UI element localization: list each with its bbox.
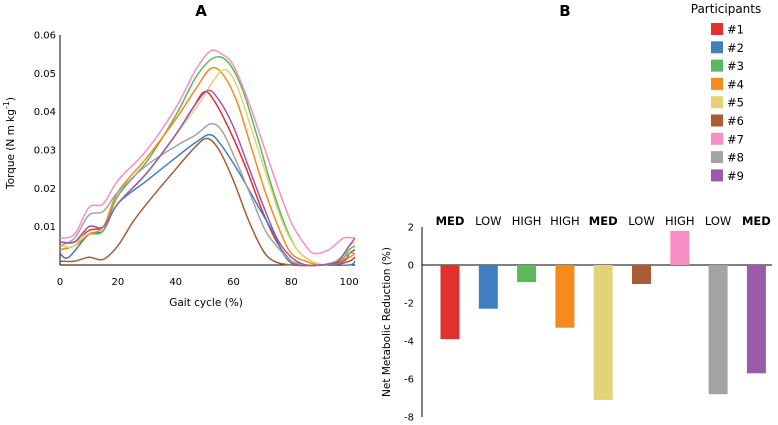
condition-label: LOW (705, 214, 731, 228)
series-line-p9 (59, 89, 356, 267)
bar-p3 (517, 265, 537, 283)
bar-p8 (708, 265, 728, 395)
legend-title: Participants (691, 2, 762, 16)
condition-label: MED (589, 214, 618, 228)
series-line-p1 (59, 90, 356, 267)
legend-swatch (711, 41, 723, 54)
legend-label: #9 (727, 169, 744, 183)
legend-swatch (711, 114, 723, 127)
legend-swatch (711, 151, 723, 164)
condition-label: LOW (628, 214, 654, 228)
y-tick-label: -2 (404, 299, 414, 310)
legend-items: #1 #2 #3 #4 #5 #6 #7 #8 #9 (711, 23, 744, 183)
y-tick-label: 0.01 (34, 222, 56, 233)
x-tick-label: 60 (227, 277, 240, 288)
legend-label: #4 (727, 77, 744, 91)
y-tick-label: 2 (408, 223, 414, 234)
bar-p2 (478, 265, 498, 309)
y-tick-label: 0.04 (34, 107, 56, 118)
y-tick-labels: 0.01 0.02 0.03 0.04 0.05 0.06 (34, 31, 56, 234)
y-tick-labels: 2 0 -2 -4 -6 -8 (404, 223, 414, 424)
legend-label: #1 (727, 23, 744, 37)
x-tick-label: 20 (111, 277, 124, 288)
y-axis-label: Net Metabolic Reduction (%) (381, 247, 393, 397)
legend-label: #8 (727, 151, 744, 165)
bar-p1 (440, 265, 460, 340)
condition-label: HIGH (512, 214, 542, 228)
series-line-p4 (59, 66, 356, 266)
x-tick-label: 80 (285, 277, 298, 288)
y-tick-label: -6 (404, 375, 414, 386)
y-tick-label: 0.06 (34, 31, 56, 42)
panel-b-label: B (559, 2, 570, 20)
bars (440, 230, 766, 400)
legend-label: #7 (727, 132, 744, 146)
y-tick-label: -4 (404, 337, 414, 348)
x-tick-label: 0 (57, 277, 63, 288)
condition-label: HIGH (550, 214, 580, 228)
series-line-p2 (59, 133, 356, 267)
legend-swatch (711, 23, 723, 35)
legend-swatch (711, 169, 723, 182)
legend-swatch (711, 132, 723, 145)
y-tick-label: 0 (408, 261, 414, 272)
bar-p4 (555, 265, 575, 328)
series-lines (59, 49, 356, 267)
x-tick-label: 40 (169, 277, 182, 288)
series-line-p3 (59, 55, 356, 266)
condition-label: MED (436, 214, 465, 228)
bar-p9 (746, 265, 766, 374)
legend-swatch (711, 59, 723, 72)
series-line-p8 (59, 123, 356, 267)
y-tick-label: -8 (404, 413, 414, 424)
legend-label: #6 (727, 114, 744, 128)
condition-label: MED (742, 214, 771, 228)
bar-p6 (632, 265, 651, 284)
legend-swatch (711, 77, 723, 90)
series-line-p5 (59, 68, 356, 266)
condition-labels: MED LOW HIGH HIGH MED LOW HIGH LOW MED (436, 214, 771, 228)
condition-label: LOW (475, 214, 501, 228)
panel-a-label: A (195, 2, 207, 20)
y-tick-label: 0.02 (34, 184, 56, 195)
legend-label: #5 (727, 96, 744, 110)
legend-label: #3 (727, 59, 744, 73)
condition-label: HIGH (665, 214, 695, 228)
bar-p5 (593, 265, 613, 400)
torque-line-chart: 0.01 0.02 0.03 0.04 0.05 0.06 0 20 40 60 80 100 Ga… (2, 31, 359, 310)
bar-p7 (670, 230, 690, 265)
x-tick-label: 100 (340, 277, 359, 288)
legend-label: #2 (727, 41, 744, 55)
x-axis-label: Gait cycle (%) (169, 297, 243, 309)
metabolic-bar-chart: 20-2-4-6-8 MED LOW HIGH HIGH MED LOW HIGH LOW ME… (381, 214, 772, 424)
y-tick-label: 0.03 (34, 146, 56, 157)
series-line-p7 (59, 49, 356, 255)
y-tick-label: 0.05 (34, 69, 56, 80)
y-axis-label: Torque (N m kg-1) (2, 97, 17, 190)
legend-swatch (711, 96, 723, 109)
x-tick-labels: 0 20 40 60 80 100 (57, 277, 359, 288)
legend: Participants #1 #2 #3 #4 #5 #6 #7 #8 #9 (691, 2, 762, 183)
